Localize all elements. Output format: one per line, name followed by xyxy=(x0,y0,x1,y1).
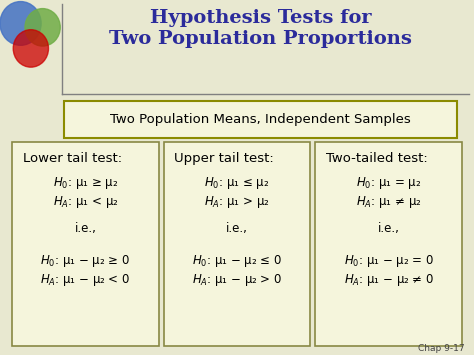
Text: i.e.,: i.e., xyxy=(74,223,96,235)
Text: Lower tail test:: Lower tail test: xyxy=(23,152,122,165)
Text: $H_0$: μ₁ − μ₂ = 0: $H_0$: μ₁ − μ₂ = 0 xyxy=(344,253,434,269)
Text: $H_0$: μ₁ − μ₂ ≥ 0: $H_0$: μ₁ − μ₂ ≥ 0 xyxy=(40,253,130,269)
Text: $H_A$: μ₁ < μ₂: $H_A$: μ₁ < μ₂ xyxy=(53,194,118,211)
Text: $H_A$: μ₁ − μ₂ > 0: $H_A$: μ₁ − μ₂ > 0 xyxy=(192,272,282,289)
Text: $H_0$: μ₁ − μ₂ ≤ 0: $H_0$: μ₁ − μ₂ ≤ 0 xyxy=(192,253,282,269)
Text: $H_A$: μ₁ − μ₂ < 0: $H_A$: μ₁ − μ₂ < 0 xyxy=(40,272,130,289)
FancyBboxPatch shape xyxy=(315,142,462,346)
Text: Two-tailed test:: Two-tailed test: xyxy=(326,152,428,165)
Text: $H_A$: μ₁ − μ₂ ≠ 0: $H_A$: μ₁ − μ₂ ≠ 0 xyxy=(344,272,434,289)
Text: $H_A$: μ₁ > μ₂: $H_A$: μ₁ > μ₂ xyxy=(204,194,270,211)
Text: $H_0$: μ₁ ≥ μ₂: $H_0$: μ₁ ≥ μ₂ xyxy=(53,175,118,191)
Text: $H_A$: μ₁ ≠ μ₂: $H_A$: μ₁ ≠ μ₂ xyxy=(356,194,421,211)
Text: i.e.,: i.e., xyxy=(226,223,248,235)
Circle shape xyxy=(25,9,60,46)
Text: $H_0$: μ₁ ≤ μ₂: $H_0$: μ₁ ≤ μ₂ xyxy=(204,175,270,191)
Text: Hypothesis Tests for
Two Population Proportions: Hypothesis Tests for Two Population Prop… xyxy=(109,9,412,48)
Circle shape xyxy=(0,1,41,45)
Text: Chap 9-17: Chap 9-17 xyxy=(418,344,465,353)
FancyBboxPatch shape xyxy=(164,142,310,346)
Text: Two Population Means, Independent Samples: Two Population Means, Independent Sample… xyxy=(110,113,411,126)
FancyBboxPatch shape xyxy=(64,101,457,138)
FancyBboxPatch shape xyxy=(12,142,159,346)
Circle shape xyxy=(13,30,48,67)
Text: $H_0$: μ₁ = μ₂: $H_0$: μ₁ = μ₂ xyxy=(356,175,421,191)
Text: Upper tail test:: Upper tail test: xyxy=(174,152,274,165)
Text: i.e.,: i.e., xyxy=(378,223,400,235)
